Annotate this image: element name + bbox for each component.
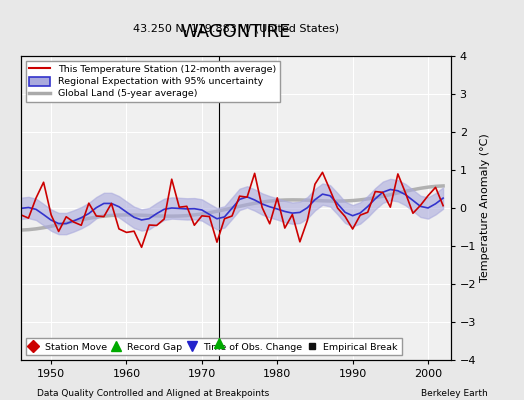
Legend: Station Move, Record Gap, Time of Obs. Change, Empirical Break: Station Move, Record Gap, Time of Obs. C… [26,338,401,355]
Y-axis label: Temperature Anomaly (°C): Temperature Anomaly (°C) [481,134,490,282]
Title: WAGONTIRE: WAGONTIRE [181,22,291,40]
Text: Berkeley Earth: Berkeley Earth [421,389,487,398]
Text: 43.250 N, 119.883 W (United States): 43.250 N, 119.883 W (United States) [133,24,339,34]
Text: Data Quality Controlled and Aligned at Breakpoints: Data Quality Controlled and Aligned at B… [37,389,269,398]
